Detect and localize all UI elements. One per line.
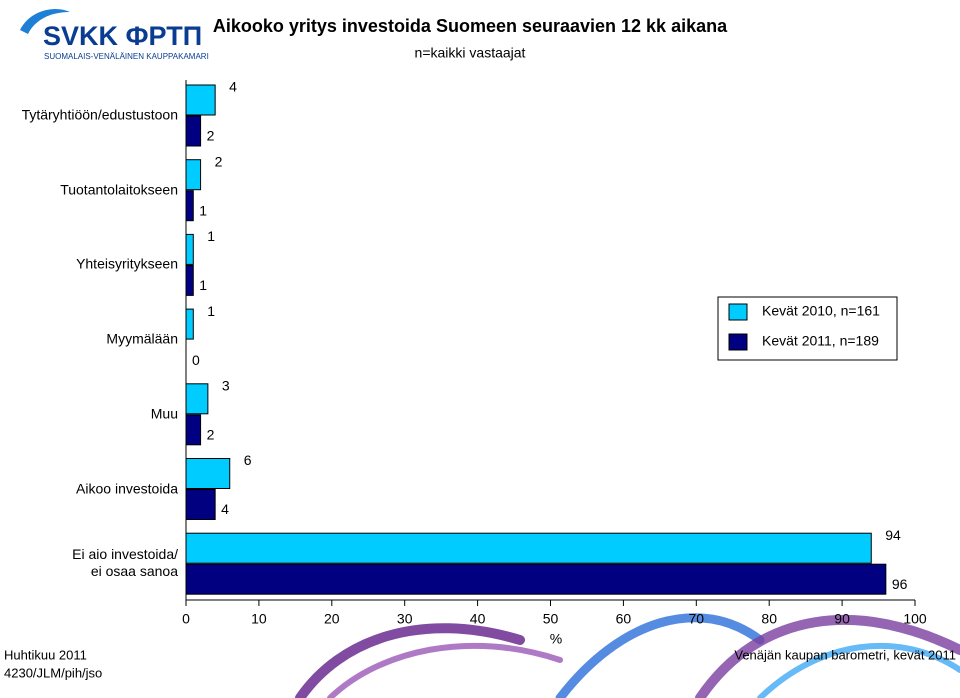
legend-swatch [728, 303, 748, 321]
data-label: 1 [199, 202, 207, 218]
data-label: 4 [221, 501, 229, 517]
x-tick-label: 0 [182, 611, 190, 627]
bar [185, 115, 202, 147]
data-label: 94 [885, 527, 901, 543]
data-label: 0 [192, 352, 200, 368]
logo: SVKK ФРТП SUOMALAIS-VENÄLÄINEN KAUPPAKAM… [20, 9, 209, 61]
data-label: 3 [222, 378, 230, 394]
bar [185, 383, 209, 415]
data-label: 96 [892, 576, 908, 592]
data-label: 2 [215, 153, 223, 169]
y-tick-label: Aikoo investoida [76, 480, 178, 496]
data-label: 1 [207, 303, 215, 319]
bar [185, 190, 194, 222]
y-tick-label: Muu [150, 405, 178, 422]
bar [185, 458, 231, 489]
x-tick-label: 30 [397, 611, 413, 627]
chart-title: Aikooko yritys investoida Suomeen seuraa… [213, 16, 728, 36]
x-tick-label: 70 [689, 611, 705, 627]
x-tick-label: 80 [761, 611, 777, 627]
x-tick-label: 90 [834, 611, 850, 627]
bar [185, 308, 194, 340]
legend-label: Kevät 2011, n=189 [762, 333, 879, 349]
logo-subtitle: SUOMALAIS-VENÄLÄINEN KAUPPAKAMARI [44, 52, 209, 61]
x-tick-label: 100 [903, 611, 927, 627]
data-label: 1 [207, 228, 215, 244]
footer-code: 4230/JLM/pih/jso [4, 665, 102, 680]
data-label: 2 [207, 128, 215, 144]
x-axis-label: % [550, 631, 562, 647]
logo-name: SVKK ФРТП [43, 21, 202, 51]
x-tick-label: 60 [616, 611, 632, 627]
x-tick-label: 40 [470, 611, 486, 627]
decoration [295, 613, 960, 698]
data-label: 4 [229, 79, 237, 95]
bar [185, 563, 887, 595]
bar [185, 84, 216, 116]
bar [185, 264, 194, 296]
bar [185, 159, 202, 191]
y-tick-label: Tytäryhtiöön/edustustoon [21, 106, 178, 123]
legend-swatch [728, 333, 748, 351]
x-tick-label: 50 [543, 611, 559, 627]
bar [185, 414, 202, 446]
y-tick-label: Ei aio investoida/ ei osaa sanoa [72, 546, 178, 580]
bar [185, 532, 872, 564]
data-label: 2 [207, 427, 215, 443]
data-label: 1 [199, 277, 207, 293]
y-tick-label: Yhteisyritykseen [76, 255, 178, 272]
legend-label: Kevät 2010, n=161 [762, 303, 880, 319]
y-tick-label: Tuotantolaitokseen [60, 181, 178, 198]
bar [185, 489, 216, 520]
chart-subtitle: n=kaikki vastaajat [415, 45, 526, 61]
footer-source: Venäjän kaupan barometri, kevät 2011 [734, 647, 956, 662]
x-tick-label: 20 [324, 611, 340, 627]
data-label: 6 [244, 452, 252, 468]
legend-box [717, 296, 898, 361]
x-tick-label: 10 [251, 611, 267, 627]
footer-date: Huhtikuu 2011 [4, 647, 87, 662]
bar [185, 233, 194, 265]
y-tick-label: Myymälään [106, 330, 178, 347]
